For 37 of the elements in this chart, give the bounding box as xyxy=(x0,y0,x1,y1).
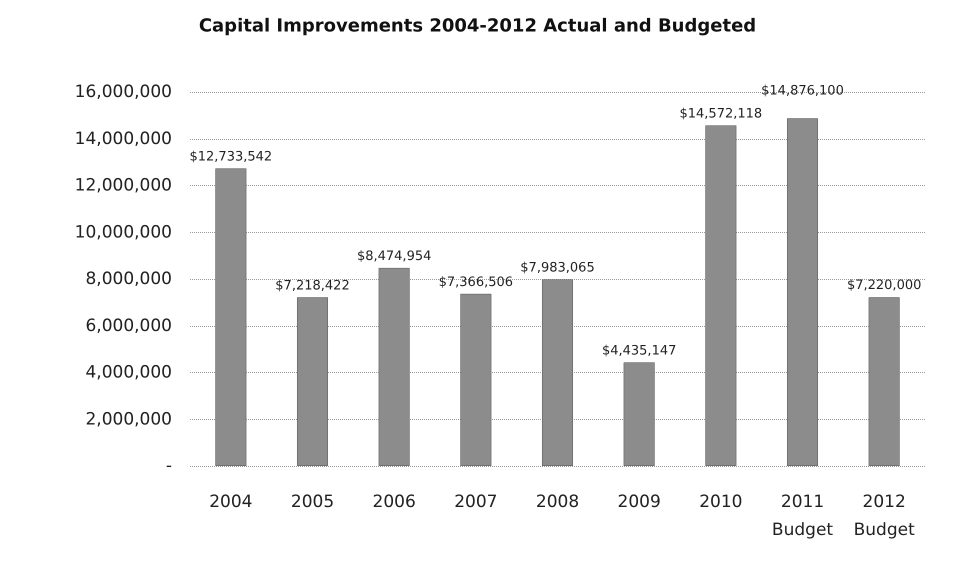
data-label: $7,220,000 xyxy=(846,278,922,294)
y-tick-label: 10,000,000 xyxy=(74,222,172,242)
y-tick-label: 14,000,000 xyxy=(74,128,172,149)
data-label: $7,218,422 xyxy=(275,278,350,294)
bar xyxy=(296,297,328,466)
x-tick-label: 2012 Budget xyxy=(854,492,916,540)
bar xyxy=(215,168,246,466)
x-tick-label: 2006 xyxy=(372,492,416,512)
x-tick-label: 2009 xyxy=(618,492,661,512)
y-tick-label: - xyxy=(166,456,172,476)
bar xyxy=(542,279,574,466)
data-label: $12,733,542 xyxy=(189,149,272,164)
data-label: $14,572,118 xyxy=(679,106,762,122)
data-label: $7,983,065 xyxy=(520,260,595,276)
y-tick-label: 4,000,000 xyxy=(85,362,172,382)
y-tick-label: 16,000,000 xyxy=(74,82,172,102)
y-tick-label: 2,000,000 xyxy=(85,409,172,430)
x-tick-label: 2005 xyxy=(290,492,334,512)
data-label: $7,366,506 xyxy=(438,274,514,290)
x-tick-label: 2010 xyxy=(699,492,742,512)
bar xyxy=(786,118,818,466)
x-tick-label: 2011 Budget xyxy=(772,492,834,540)
data-label: $4,435,147 xyxy=(602,343,676,358)
x-tick-label: 2004 xyxy=(209,492,252,512)
bar xyxy=(378,268,410,466)
x-tick-label: 2008 xyxy=(536,492,580,512)
bar xyxy=(624,362,655,466)
data-label: $14,876,100 xyxy=(761,83,844,98)
bar xyxy=(868,297,900,466)
y-tick-label: 6,000,000 xyxy=(85,316,172,336)
data-label: $8,474,954 xyxy=(356,248,432,264)
y-tick-label: 12,000,000 xyxy=(74,176,172,196)
chart-title: Capital Improvements 2004-2012 Actual and Budgeted xyxy=(198,16,756,36)
y-tick-label: 8,000,000 xyxy=(85,269,172,289)
bar xyxy=(460,294,492,466)
bar xyxy=(705,125,736,466)
x-tick-label: 2007 xyxy=(454,492,498,512)
